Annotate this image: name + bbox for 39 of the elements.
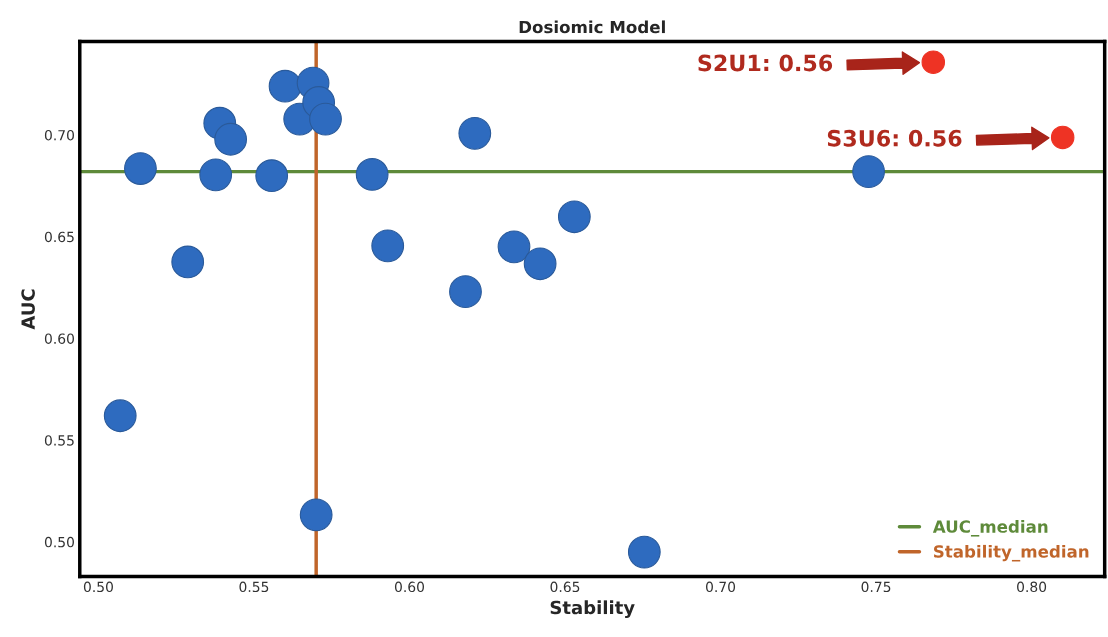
- x-tick-label: 0.60: [394, 581, 425, 593]
- x-tick-label: 0.55: [239, 581, 269, 593]
- point: [921, 50, 946, 74]
- y-tick-label: 0.50: [44, 536, 74, 548]
- point: [199, 158, 233, 192]
- point: [627, 535, 661, 569]
- x-tick-label: 0.50: [83, 581, 113, 593]
- x-tick-label: 0.75: [861, 581, 891, 593]
- point: [355, 158, 389, 191]
- point: [458, 116, 492, 150]
- point: [299, 498, 333, 532]
- point: [371, 229, 405, 263]
- y-tick-label: 0.60: [44, 333, 74, 344]
- x-axis-title: Stability: [550, 600, 635, 618]
- point: [255, 159, 289, 193]
- point: [497, 230, 531, 264]
- point: [268, 69, 302, 103]
- annotation: S2U1: 0.56: [698, 54, 833, 72]
- x-tick-label: 0.70: [705, 581, 736, 593]
- x-tick-label: 0.80: [1017, 581, 1047, 593]
- x-tick-label: 0.65: [550, 581, 580, 593]
- point: [1050, 125, 1075, 150]
- y-axis-title: AUC: [21, 289, 35, 330]
- point: [309, 102, 342, 136]
- legend-label: AUC_median: [932, 519, 1048, 537]
- chart-title: Dosiomic Model: [519, 20, 665, 34]
- y-tick-label: 0.55: [44, 435, 74, 446]
- point: [852, 155, 885, 189]
- annotation: S3U6: 0.56: [827, 129, 962, 147]
- point: [449, 275, 482, 309]
- point: [171, 245, 205, 279]
- y-tick-label: 0.70: [44, 129, 74, 141]
- point: [214, 122, 248, 156]
- point: [103, 399, 137, 433]
- ref-line-label: Stability_median: [933, 544, 1089, 562]
- point: [557, 200, 591, 234]
- point: [523, 247, 557, 281]
- point: [124, 152, 157, 185]
- y-tick-label: 0.65: [44, 231, 74, 243]
